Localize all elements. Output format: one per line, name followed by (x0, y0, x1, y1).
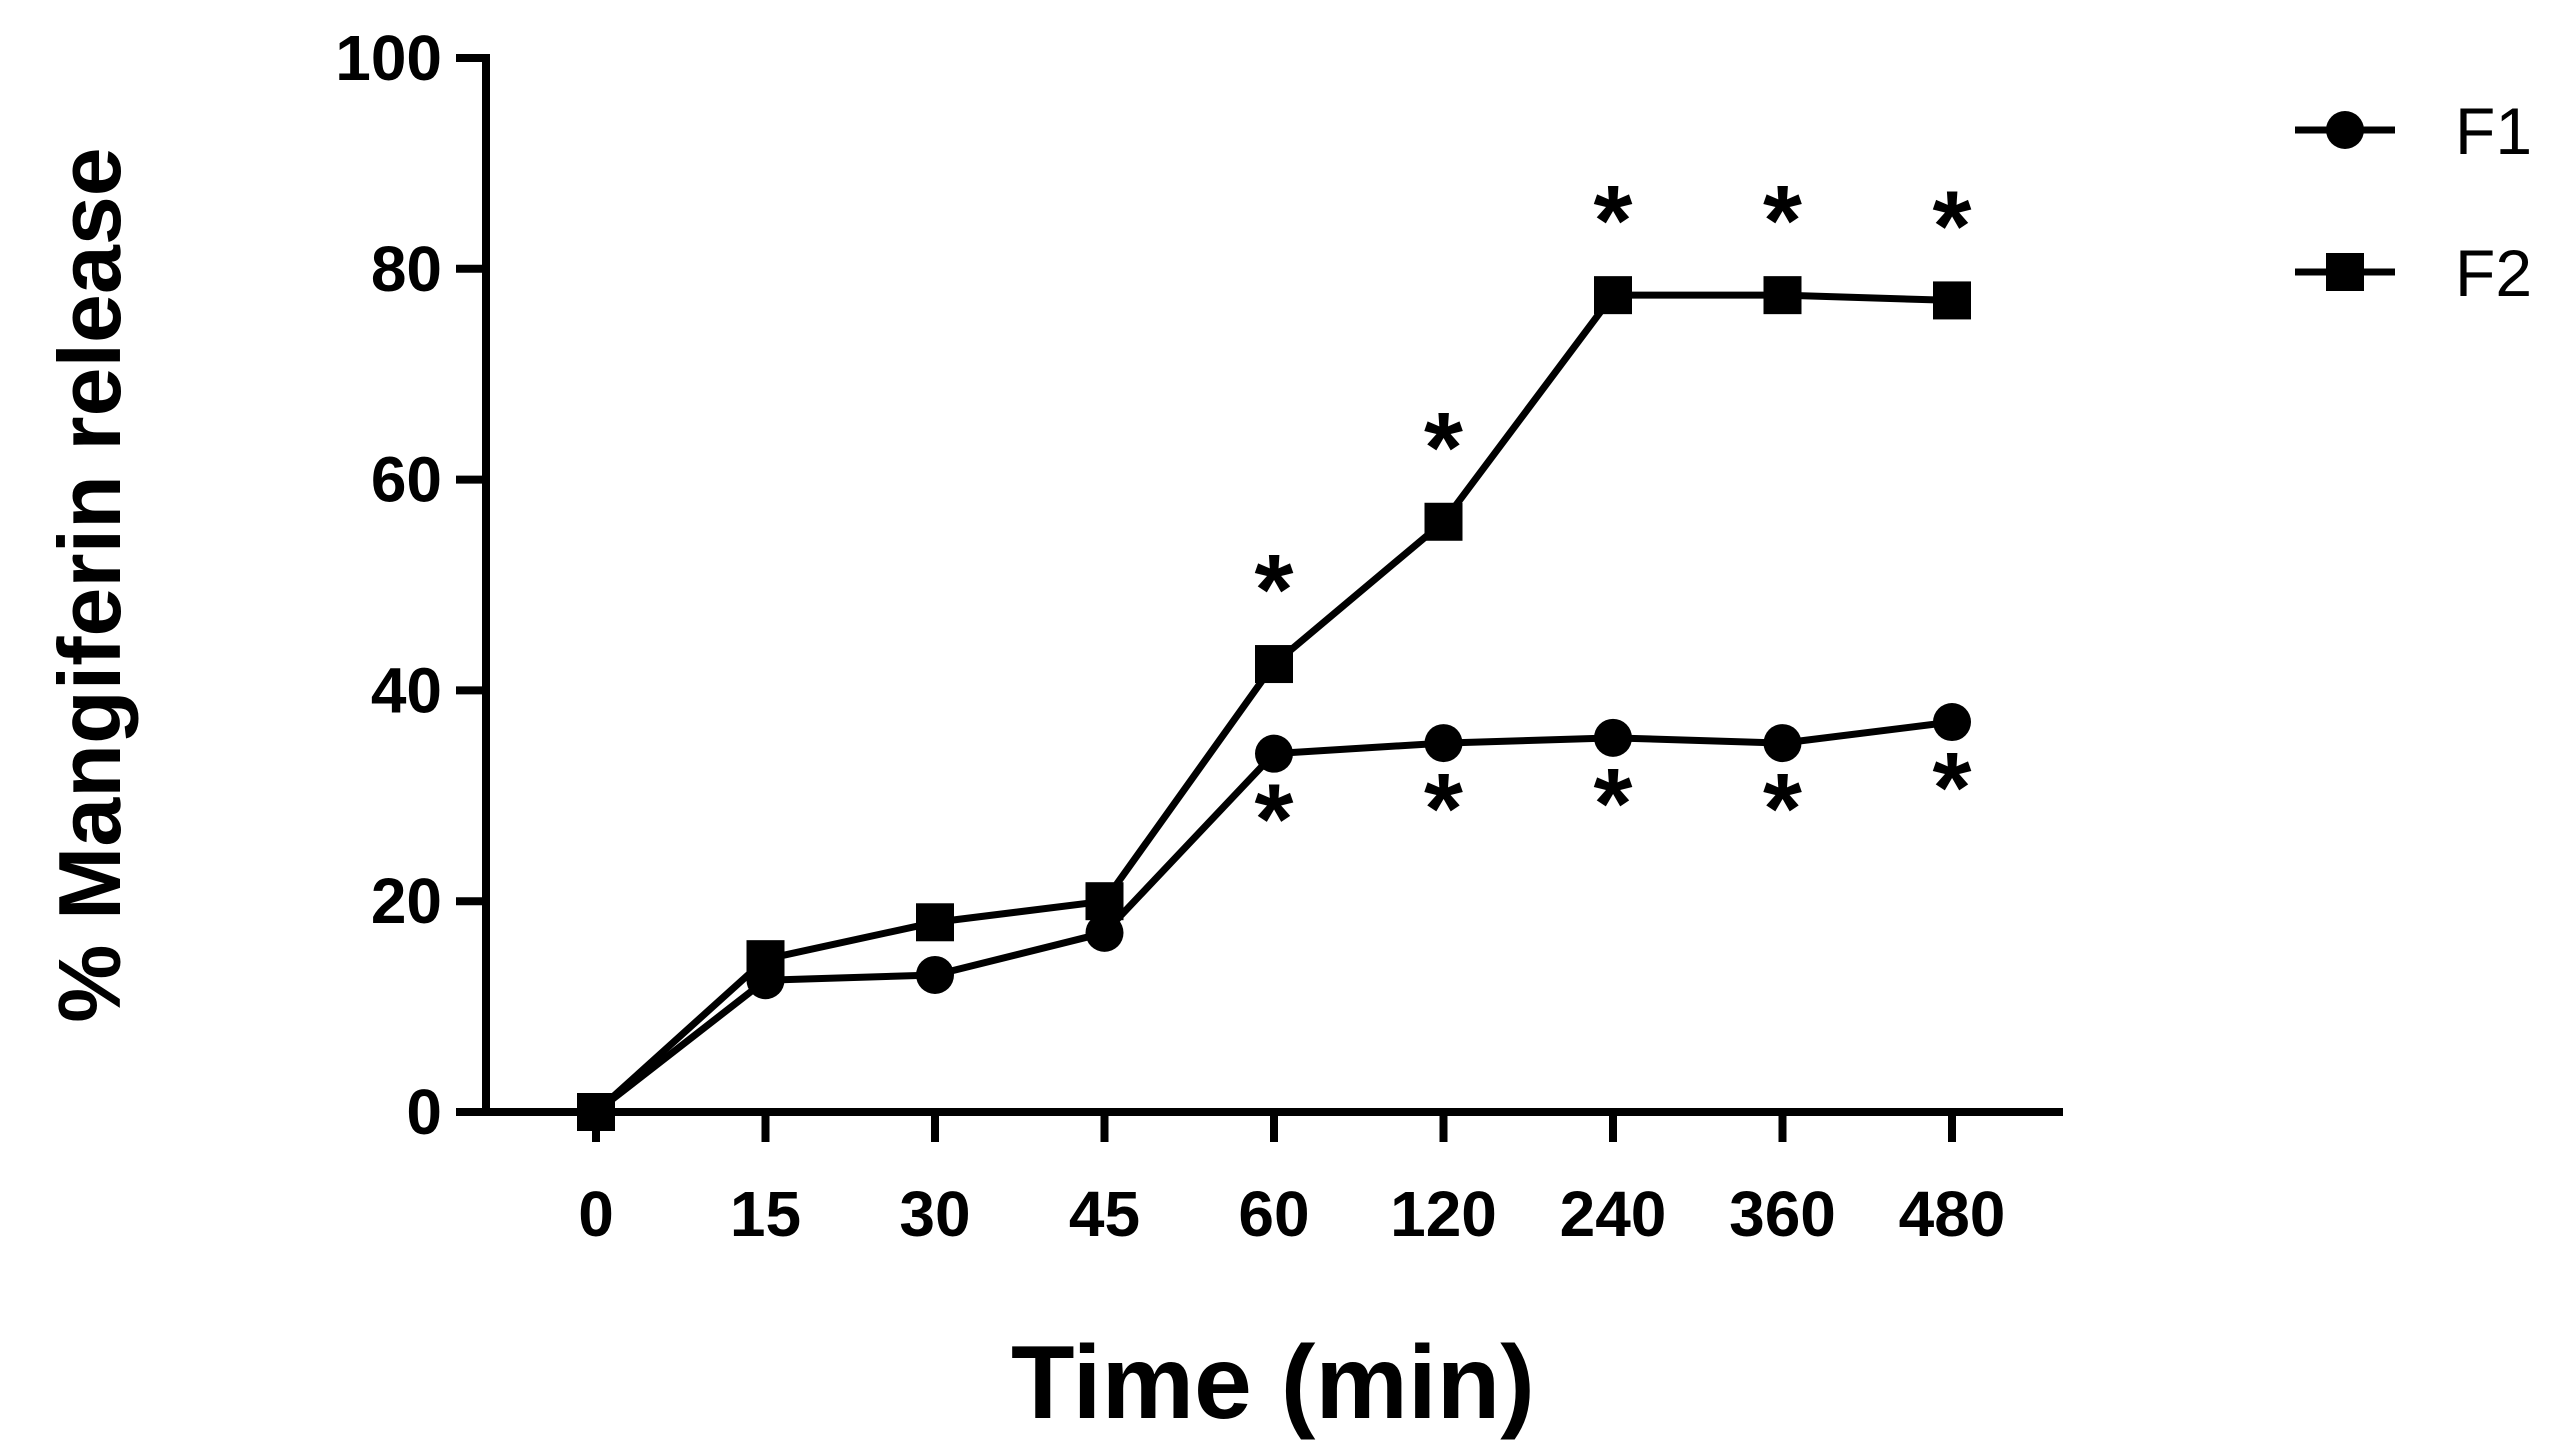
significance-marker-F1: * (1763, 753, 1802, 865)
significance-marker-F2: * (1255, 534, 1294, 646)
significance-marker-F1: * (1933, 732, 1972, 844)
x-tick-label: 120 (1390, 1178, 1497, 1250)
legend-label-F2: F2 (2455, 236, 2532, 310)
significance-marker-F2: * (1594, 165, 1633, 277)
legend-marker-F2 (2326, 253, 2364, 291)
series-F2 (577, 276, 1971, 1131)
data-point-F2 (746, 940, 785, 979)
data-point-F2 (1085, 882, 1124, 921)
x-tick-label: 15 (730, 1178, 801, 1250)
series-F1 (577, 703, 1971, 1131)
significance-marker-F2: * (1763, 165, 1802, 277)
x-axis-title: Time (min) (1011, 1325, 1535, 1441)
y-tick-label: 20 (371, 865, 442, 937)
x-tick-label: 480 (1899, 1178, 2006, 1250)
x-tick-label: 45 (1069, 1178, 1140, 1250)
y-tick-label: 80 (371, 233, 442, 305)
y-tick-label: 0 (406, 1076, 442, 1148)
x-tick-label: 0 (578, 1178, 614, 1250)
data-point-F2 (916, 903, 954, 942)
legend-marker-F1 (2326, 111, 2364, 149)
x-tick-label: 30 (899, 1178, 970, 1250)
data-point-F1 (1763, 724, 1802, 763)
data-point-F1 (1424, 724, 1463, 763)
data-point-F1 (1933, 703, 1971, 742)
data-point-F2 (577, 1093, 615, 1131)
series-layer (577, 276, 1971, 1131)
y-tick-label: 60 (371, 444, 442, 516)
x-tick-label: 360 (1729, 1178, 1836, 1250)
legend-label-F1: F1 (2455, 94, 2532, 168)
x-tick-label: 60 (1238, 1178, 1309, 1250)
significance-marker-F2: * (1933, 170, 1972, 282)
y-axis-title: % Mangiferin release (40, 147, 139, 1022)
significance-marker-F1: * (1594, 748, 1633, 860)
data-point-F2 (1763, 276, 1802, 315)
data-point-F1 (1085, 913, 1124, 952)
significance-marker-F1: * (1424, 753, 1463, 865)
significance-marker-F1: * (1255, 764, 1294, 876)
data-point-F2 (1933, 281, 1971, 320)
data-point-F2 (1594, 276, 1632, 315)
y-tick-label: 100 (335, 22, 442, 94)
data-point-F1 (1594, 718, 1632, 757)
data-point-F1 (1255, 734, 1293, 773)
data-point-F2 (1255, 645, 1293, 684)
series-line-F2 (593, 291, 1953, 1115)
data-point-F2 (1424, 502, 1463, 541)
y-tick-label: 40 (371, 654, 442, 726)
data-point-F1 (916, 955, 954, 994)
annotation-layer: * * * * * * * * * * (1255, 165, 1972, 875)
x-tick-label: 240 (1560, 1178, 1667, 1250)
legend: F1 F2 (2295, 94, 2532, 310)
significance-marker-F2: * (1424, 392, 1463, 504)
axes: 0 20 40 60 80 100 0 15 30 45 60 120 240 360 480 (335, 22, 2063, 1250)
